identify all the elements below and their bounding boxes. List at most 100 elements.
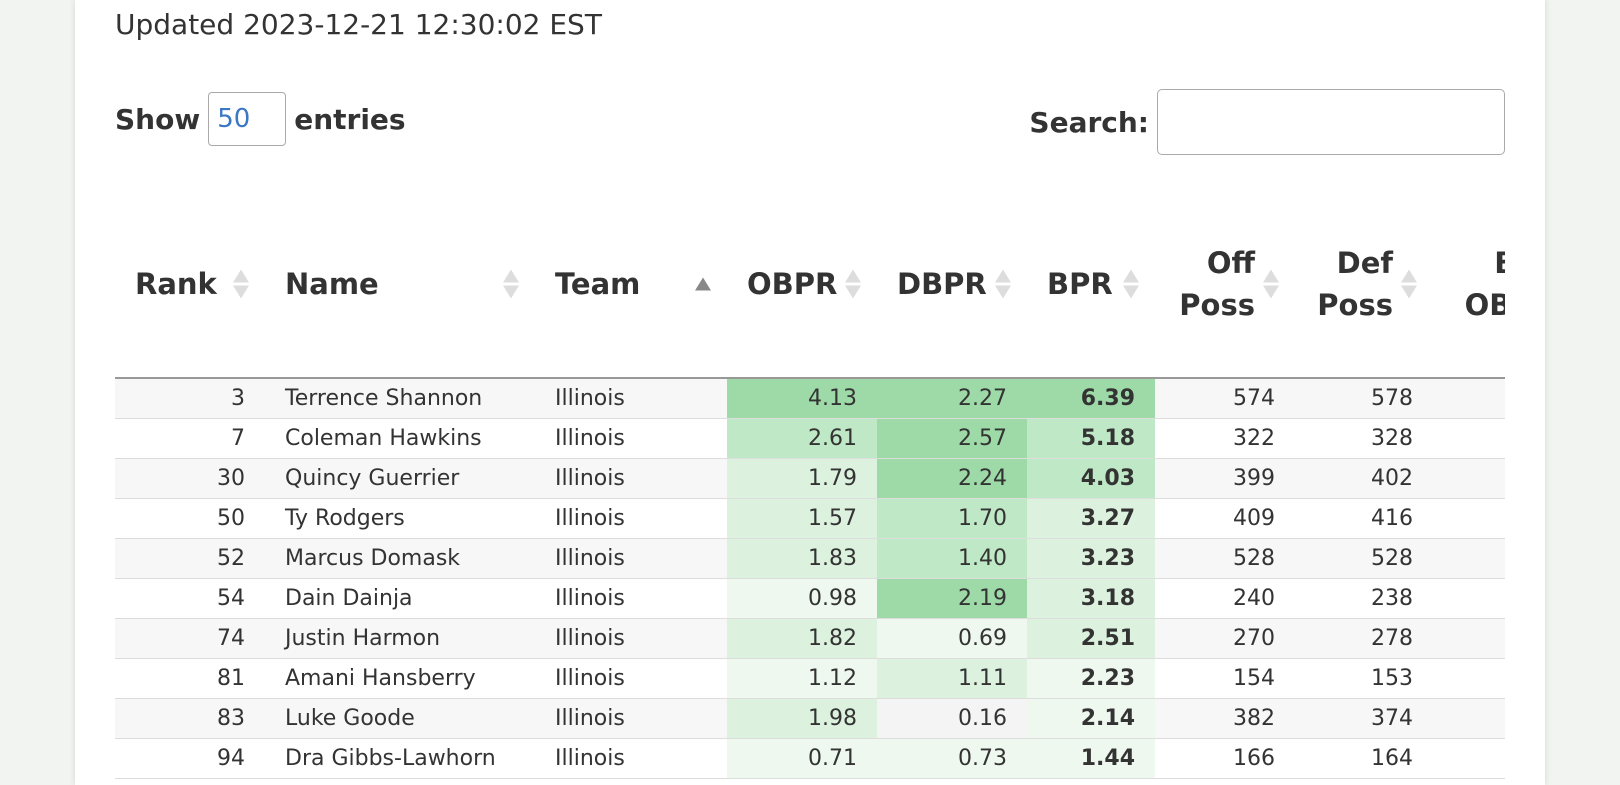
search-input[interactable] — [1157, 89, 1505, 155]
sort-ascending-icon — [503, 269, 519, 282]
cell-team: Illinois — [535, 578, 727, 619]
entries-count-input[interactable] — [208, 92, 287, 146]
cell-rank: 30 — [115, 458, 265, 499]
cell-rank: 50 — [115, 498, 265, 539]
table-row: 81 Amani Hansberry Illinois 1.12 1.11 2.23 154… — [115, 658, 1505, 699]
cell-name: Dain Dainja — [265, 578, 535, 619]
sort-descending-icon — [995, 285, 1011, 298]
search-control: Search: — [1029, 89, 1505, 155]
sort-icon — [695, 277, 711, 290]
column-header-off-poss[interactable]: Off Poss — [1155, 190, 1295, 379]
cell-dbpr: 0.69 — [877, 618, 1027, 659]
cell-rank: 81 — [115, 658, 265, 699]
table-row: 83 Luke Goode Illinois 1.98 0.16 2.14 382 374 — [115, 698, 1505, 739]
entries-length-control: Show entries — [115, 88, 406, 150]
cell-team: Illinois — [535, 738, 727, 779]
cell-rank: 7 — [115, 418, 265, 459]
sort-icon — [1263, 269, 1279, 298]
column-header-label: Poss — [1317, 287, 1393, 322]
cell-name: Quincy Guerrier — [265, 458, 535, 499]
cell-obpr: 0.71 — [727, 738, 877, 779]
updated-timestamp: Updated 2023-12-21 12:30:02 EST — [115, 8, 602, 41]
players-table: Rank Name Team OBPR DBPR BPR Off Poss Def Poss Box… — [115, 190, 1505, 779]
cell-team: Illinois — [535, 418, 727, 459]
show-label: Show — [115, 102, 201, 136]
cell-box-obpr — [1433, 618, 1505, 659]
cell-obpr: 2.61 — [727, 418, 877, 459]
sort-ascending-icon — [233, 269, 249, 282]
cell-def-poss: 164 — [1295, 738, 1433, 779]
cell-team: Illinois — [535, 458, 727, 499]
cell-off-poss: 240 — [1155, 578, 1295, 619]
table-row: 54 Dain Dainja Illinois 0.98 2.19 3.18 240 238 — [115, 578, 1505, 619]
sort-descending-icon — [845, 285, 861, 298]
cell-def-poss: 578 — [1295, 378, 1433, 419]
cell-obpr: 1.98 — [727, 698, 877, 739]
column-header-name[interactable]: Name — [265, 190, 535, 379]
sort-ascending-icon — [1401, 269, 1417, 282]
cell-dbpr: 0.16 — [877, 698, 1027, 739]
cell-def-poss: 416 — [1295, 498, 1433, 539]
cell-dbpr: 1.11 — [877, 658, 1027, 699]
cell-off-poss: 528 — [1155, 538, 1295, 579]
cell-off-poss: 382 — [1155, 698, 1295, 739]
cell-obpr: 1.57 — [727, 498, 877, 539]
column-header-box-obpr[interactable]: Box OBPR — [1433, 190, 1505, 379]
cell-def-poss: 153 — [1295, 658, 1433, 699]
column-header-rank[interactable]: Rank — [115, 190, 265, 379]
table-wrapper: Rank Name Team OBPR DBPR BPR Off Poss Def Poss Box… — [115, 190, 1505, 785]
cell-rank: 54 — [115, 578, 265, 619]
sort-descending-icon — [1401, 285, 1417, 298]
cell-off-poss: 322 — [1155, 418, 1295, 459]
cell-dbpr: 0.73 — [877, 738, 1027, 779]
cell-def-poss: 402 — [1295, 458, 1433, 499]
cell-name: Amani Hansberry — [265, 658, 535, 699]
cell-name: Dra Gibbs-Lawhorn — [265, 738, 535, 779]
cell-name: Terrence Shannon — [265, 378, 535, 419]
sort-descending-icon — [233, 285, 249, 298]
cell-dbpr: 2.57 — [877, 418, 1027, 459]
cell-off-poss: 166 — [1155, 738, 1295, 779]
cell-off-poss: 154 — [1155, 658, 1295, 699]
column-header-label: Poss — [1179, 287, 1255, 322]
cell-box-obpr — [1433, 658, 1505, 699]
sort-ascending-icon — [845, 269, 861, 282]
cell-box-obpr — [1433, 738, 1505, 779]
sort-descending-icon — [1123, 285, 1139, 298]
content-card: Updated 2023-12-21 12:30:02 EST Show ent… — [75, 0, 1545, 785]
cell-obpr: 4.13 — [727, 378, 877, 419]
cell-team: Illinois — [535, 618, 727, 659]
cell-obpr: 0.98 — [727, 578, 877, 619]
cell-bpr: 3.23 — [1027, 538, 1155, 579]
cell-team: Illinois — [535, 658, 727, 699]
cell-rank: 3 — [115, 378, 265, 419]
cell-bpr: 1.44 — [1027, 738, 1155, 779]
column-header-dbpr[interactable]: DBPR — [877, 190, 1027, 379]
cell-def-poss: 238 — [1295, 578, 1433, 619]
sort-icon — [1401, 269, 1417, 298]
cell-name: Justin Harmon — [265, 618, 535, 659]
sort-ascending-icon — [1123, 269, 1139, 282]
cell-dbpr: 2.19 — [877, 578, 1027, 619]
cell-rank: 94 — [115, 738, 265, 779]
cell-bpr: 2.23 — [1027, 658, 1155, 699]
cell-rank: 74 — [115, 618, 265, 659]
cell-bpr: 4.03 — [1027, 458, 1155, 499]
table-row: 3 Terrence Shannon Illinois 4.13 2.27 6.39 574… — [115, 378, 1505, 419]
column-header-label: DBPR — [897, 266, 987, 301]
column-header-obpr[interactable]: OBPR — [727, 190, 877, 379]
column-header-def-poss[interactable]: Def Poss — [1295, 190, 1433, 379]
cell-dbpr: 1.70 — [877, 498, 1027, 539]
column-header-bpr[interactable]: BPR — [1027, 190, 1155, 379]
table-row: 52 Marcus Domask Illinois 1.83 1.40 3.23 528 52… — [115, 538, 1505, 579]
column-header-team[interactable]: Team — [535, 190, 727, 379]
cell-team: Illinois — [535, 698, 727, 739]
cell-team: Illinois — [535, 498, 727, 539]
cell-bpr: 3.18 — [1027, 578, 1155, 619]
column-header-label: Team — [555, 266, 641, 301]
cell-bpr: 5.18 — [1027, 418, 1155, 459]
sort-icon — [1123, 269, 1139, 298]
sort-ascending-icon — [995, 269, 1011, 282]
cell-bpr: 3.27 — [1027, 498, 1155, 539]
table-body: 3 Terrence Shannon Illinois 4.13 2.27 6.39 574… — [115, 378, 1505, 779]
